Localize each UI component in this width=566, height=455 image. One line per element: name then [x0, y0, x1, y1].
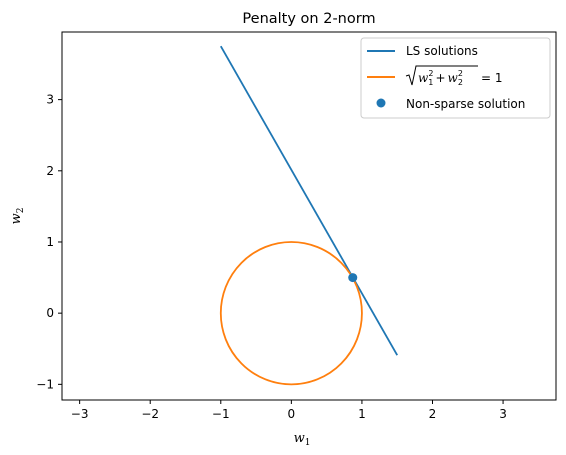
legend-box [360, 37, 551, 119]
legend-swatch-non-sparse-solution [376, 98, 386, 108]
x-tick-label: −3 [71, 407, 89, 421]
legend-formula-equals: = 1 [481, 71, 503, 85]
axis-ticks: −3 −2 −1 0 1 2 3 −1 0 1 2 3 [36, 93, 507, 421]
plot-data [219, 45, 398, 386]
y-axis-label: w2 [9, 208, 26, 225]
y-tick-label: 0 [46, 306, 54, 320]
y-tick-label: −1 [36, 377, 54, 391]
x-tick-label: 3 [499, 407, 507, 421]
legend-label-non-sparse-solution: Non-sparse solution [406, 97, 525, 111]
chart-title: Penalty on 2-norm [242, 11, 375, 27]
y-tick-label: 3 [46, 93, 54, 107]
y-tick-label: 2 [46, 164, 54, 178]
x-tick-label: 0 [288, 407, 296, 421]
x-axis-label: w1 [294, 431, 311, 448]
x-tick-label: 1 [358, 407, 366, 421]
legend-label-unit-circle: w12 + w22 = 1 [405, 65, 503, 87]
series-non-sparse-solution-point [348, 273, 358, 283]
y-tick-label: 1 [46, 235, 54, 249]
legend: LS solutions w12 + w22 = 1 Non-sparse solu… [360, 37, 551, 119]
legend-label-ls-solutions: LS solutions [406, 44, 478, 58]
x-tick-label: −2 [141, 407, 159, 421]
x-tick-label: −1 [212, 407, 230, 421]
legend-formula-text: w12 + w22 [418, 69, 463, 87]
x-tick-label: 2 [429, 407, 437, 421]
plot-frame [61, 31, 557, 401]
series-unit-circle [219, 241, 363, 386]
sqrt-radical-icon [405, 65, 478, 86]
series-ls-solutions-line [220, 45, 398, 356]
